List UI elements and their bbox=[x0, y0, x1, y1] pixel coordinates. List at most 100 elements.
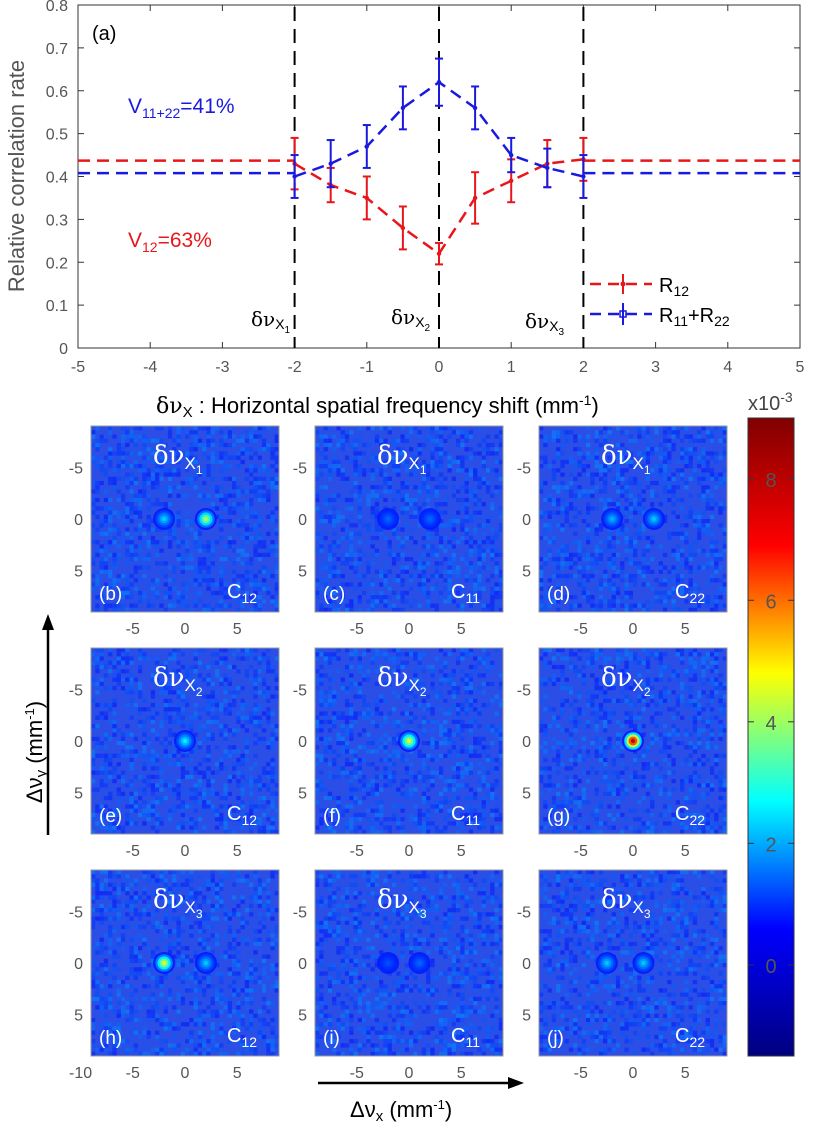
heatmap-noise-pixel bbox=[438, 690, 444, 695]
heatmap-noise-pixel bbox=[688, 652, 693, 657]
heatmap-noise-pixel bbox=[323, 690, 328, 695]
heatmap-noise-pixel bbox=[688, 493, 693, 498]
heatmap-x-tick-label: 5 bbox=[681, 621, 690, 638]
heatmap-noise-pixel bbox=[210, 582, 215, 587]
heatmap-noise-pixel bbox=[481, 548, 486, 553]
heatmap-noise-pixel bbox=[353, 451, 358, 456]
heatmap-noise-pixel bbox=[103, 817, 109, 822]
heatmap-noise-pixel bbox=[620, 493, 625, 498]
heatmap-noise-pixel bbox=[112, 607, 117, 612]
heatmap-noise-pixel bbox=[490, 795, 495, 801]
data-point-r12 bbox=[472, 195, 478, 201]
heatmap-noise-pixel bbox=[547, 523, 552, 528]
heatmap-noise-pixel bbox=[560, 497, 565, 503]
heatmap-noise-pixel bbox=[155, 681, 160, 687]
heatmap-noise-pixel bbox=[357, 660, 362, 665]
heatmap-noise-pixel bbox=[573, 595, 578, 600]
heatmap-noise-pixel bbox=[417, 493, 422, 498]
heatmap-noise-pixel bbox=[615, 468, 621, 473]
heatmap-noise-pixel bbox=[464, 783, 469, 788]
heatmap-noise-pixel bbox=[357, 681, 362, 687]
heatmap-noise-pixel bbox=[641, 565, 646, 570]
heatmap-noise-pixel bbox=[573, 514, 578, 519]
heatmap-noise-pixel bbox=[176, 749, 181, 754]
heatmap-noise-pixel bbox=[180, 774, 185, 780]
heatmap-noise-pixel bbox=[624, 664, 629, 670]
heatmap-noise-pixel bbox=[270, 510, 275, 515]
heatmap-noise-pixel bbox=[332, 561, 337, 566]
heatmap-noise-pixel bbox=[383, 489, 388, 494]
heatmap-noise-pixel bbox=[257, 677, 262, 682]
heatmap-noise-pixel bbox=[159, 795, 164, 801]
heatmap-noise-pixel bbox=[219, 527, 224, 532]
heatmap-noise-pixel bbox=[159, 724, 164, 729]
heatmap-noise-pixel bbox=[714, 451, 719, 456]
heatmap-noise-pixel bbox=[176, 711, 181, 716]
heatmap-noise-pixel bbox=[253, 677, 258, 682]
heatmap-noise-pixel bbox=[451, 787, 456, 792]
heatmap-noise-pixel bbox=[142, 565, 147, 570]
heatmap-noise-pixel bbox=[357, 573, 362, 579]
heatmap-noise-pixel bbox=[714, 578, 719, 583]
heatmap-noise-pixel bbox=[611, 502, 616, 507]
heatmap-noise-pixel bbox=[112, 552, 117, 558]
heatmap-noise-pixel bbox=[404, 569, 409, 574]
heatmap-noise-pixel bbox=[202, 451, 207, 456]
heatmap-noise-pixel bbox=[108, 829, 113, 834]
heatmap-noise-pixel bbox=[270, 795, 275, 801]
heatmap-panel-label: (e) bbox=[99, 806, 122, 827]
heatmap-noise-pixel bbox=[362, 552, 367, 558]
heatmap-panel: δνX1(d) C22-505-5 0 5 bbox=[517, 425, 728, 638]
heatmap-noise-pixel bbox=[232, 569, 237, 574]
heatmap-noise-pixel bbox=[261, 569, 267, 574]
heatmap-noise-pixel bbox=[108, 426, 113, 431]
heatmap-noise-pixel bbox=[227, 489, 232, 494]
heatmap-noise-pixel bbox=[112, 434, 117, 439]
heatmap-noise-pixel bbox=[357, 468, 362, 473]
heatmap-noise-pixel bbox=[362, 468, 367, 473]
heatmap-noise-pixel bbox=[244, 447, 250, 452]
heatmap-noise-pixel bbox=[680, 476, 685, 481]
heatmap-noise-pixel bbox=[400, 480, 405, 486]
heatmap-noise-pixel bbox=[159, 459, 164, 465]
heatmap-noise-pixel bbox=[718, 455, 723, 460]
heatmap-noise-pixel bbox=[129, 791, 134, 796]
heatmap-noise-pixel bbox=[667, 497, 672, 503]
heatmap-noise-pixel bbox=[490, 660, 495, 665]
heatmap-noise-pixel bbox=[236, 669, 241, 674]
heatmap-noise-pixel bbox=[91, 652, 96, 657]
heatmap-noise-pixel bbox=[257, 736, 262, 741]
heatmap-correlation-main: C bbox=[451, 581, 465, 603]
heatmap-noise-pixel bbox=[598, 527, 604, 532]
heatmap-correlation-label: C11 bbox=[451, 581, 480, 606]
heatmap-noise-pixel bbox=[620, 561, 625, 566]
heatmap-noise-pixel bbox=[404, 557, 409, 562]
heatmap-noise-pixel bbox=[193, 690, 198, 695]
heatmap-noise-pixel bbox=[400, 493, 405, 498]
heatmap-noise-pixel bbox=[577, 434, 582, 439]
heatmap-noise-pixel bbox=[180, 493, 185, 498]
heatmap-noise-pixel bbox=[344, 497, 350, 503]
heatmap-noise-pixel bbox=[370, 514, 375, 519]
heatmap-noise-pixel bbox=[244, 715, 250, 720]
heatmap-noise-pixel bbox=[103, 762, 109, 767]
heatmap-noise-pixel bbox=[620, 578, 625, 583]
heatmap-noise-pixel bbox=[214, 590, 220, 596]
heatmap-noise-pixel bbox=[374, 808, 380, 813]
heatmap-noise-pixel bbox=[210, 660, 215, 665]
heatmap-noise-pixel bbox=[319, 603, 324, 608]
heatmap-noise-pixel bbox=[705, 531, 710, 536]
heatmap-noise-pixel bbox=[167, 673, 173, 678]
heatmap-noise-pixel bbox=[615, 599, 621, 604]
heatmap-noise-pixel bbox=[556, 468, 561, 473]
heatmap-noise-pixel bbox=[714, 664, 719, 670]
heatmap-noise-pixel bbox=[167, 715, 173, 720]
heatmap-noise-pixel bbox=[362, 673, 367, 678]
heatmap-noise-pixel bbox=[138, 578, 143, 583]
heatmap-noise-pixel bbox=[227, 817, 232, 822]
heatmap-noise-pixel bbox=[688, 586, 693, 591]
heatmap-noise-pixel bbox=[396, 664, 401, 670]
heatmap-noise-pixel bbox=[125, 514, 130, 519]
heatmap-noise-pixel bbox=[598, 677, 604, 682]
heatmap-noise-pixel bbox=[581, 677, 586, 682]
